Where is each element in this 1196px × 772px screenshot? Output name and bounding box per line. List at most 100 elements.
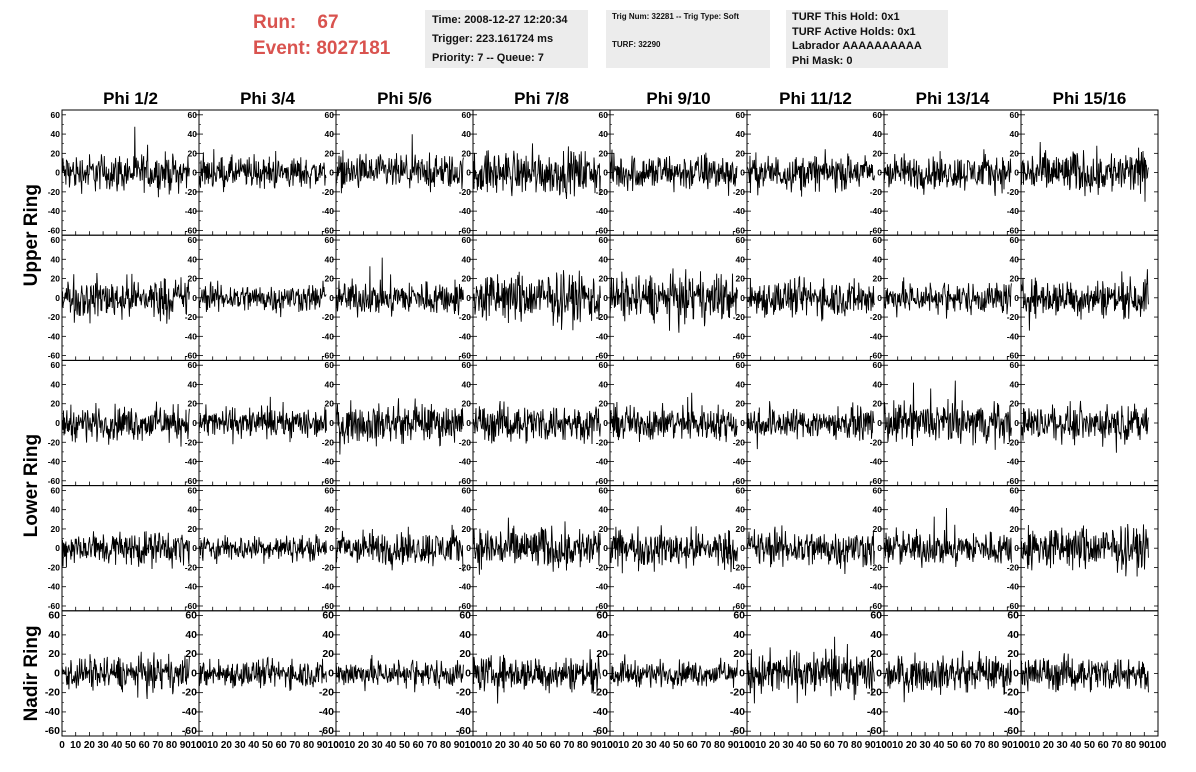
waveform-trace (61, 126, 190, 198)
x-tick-label: 20 (906, 740, 918, 751)
waveform-trace (335, 134, 464, 194)
y-tick-label: 20 (51, 399, 61, 409)
y-tick-label: -40 (870, 206, 883, 216)
y-tick-label: 40 (325, 129, 335, 139)
x-tick-label: 10 (1029, 740, 1041, 751)
x-tick-label: 50 (947, 740, 959, 751)
y-tick-label: -40 (596, 457, 609, 467)
y-tick-label: -20 (730, 687, 745, 699)
x-tick-label: 40 (796, 740, 808, 751)
y-tick-label: 20 (51, 148, 61, 158)
y-tick-label: 20 (188, 148, 198, 158)
y-tick-label: -60 (870, 601, 883, 611)
x-tick-label: 10 (618, 740, 630, 751)
y-tick-label: 40 (48, 629, 60, 641)
y-tick-label: 0 (192, 418, 197, 428)
y-tick-label: 0 (191, 667, 197, 679)
y-tick-label: -60 (185, 601, 198, 611)
waveform-trace (335, 398, 464, 455)
y-tick-label: 0 (1014, 543, 1019, 553)
x-tick-label: 100 (876, 740, 893, 751)
waveform-trace (472, 270, 601, 331)
labrador-text: Labrador AAAAAAAAAA (792, 40, 922, 52)
y-tick-label: -60 (322, 476, 335, 486)
x-tick-label: 70 (152, 740, 164, 751)
y-tick-label: -60 (322, 601, 335, 611)
y-tick-label: -60 (185, 476, 198, 486)
y-tick-label: 0 (192, 293, 197, 303)
y-tick-label: 0 (466, 418, 471, 428)
x-tick-label: 0 (607, 740, 613, 751)
x-tick-label: 100 (1150, 740, 1167, 751)
y-tick-label: 40 (736, 379, 746, 389)
x-tick-label: 100 (1013, 740, 1030, 751)
y-tick-label: 60 (188, 110, 198, 120)
y-tick-label: -40 (48, 206, 61, 216)
x-tick-label: 50 (1084, 740, 1096, 751)
time-info-box: Time: 2008-12-27 12:20:34 Trigger: 223.1… (425, 10, 588, 68)
y-tick-label: 0 (740, 543, 745, 553)
y-tick-label: -20 (733, 437, 746, 447)
y-tick-label: 0 (328, 667, 334, 679)
y-tick-label: 0 (55, 293, 60, 303)
x-tick-label: 100 (191, 740, 208, 751)
waveform-trace (472, 400, 601, 445)
y-tick-label: 60 (736, 110, 746, 120)
y-tick-label: 20 (322, 648, 334, 660)
y-tick-label: -20 (1007, 187, 1020, 197)
x-tick-label: 90 (1139, 740, 1151, 751)
y-tick-label: 60 (51, 360, 61, 370)
waveform-trace (61, 531, 190, 570)
y-tick-label: 20 (325, 148, 335, 158)
y-tick-label: 20 (188, 524, 198, 534)
y-tick-label: -60 (733, 351, 746, 361)
y-tick-label: -40 (870, 457, 883, 467)
x-tick-label: 30 (920, 740, 932, 751)
y-tick-label: 40 (873, 505, 883, 515)
y-tick-label: 20 (1010, 274, 1020, 284)
column-title: Phi 9/10 (646, 89, 710, 108)
y-tick-label: 60 (1010, 485, 1020, 495)
waveform-trace (883, 149, 1012, 196)
y-tick-label: 0 (876, 667, 882, 679)
y-tick-label: 20 (1010, 399, 1020, 409)
y-tick-label: 60 (325, 110, 335, 120)
x-tick-label: 100 (465, 740, 482, 751)
phi-mask-text: Phi Mask: 0 (792, 54, 853, 67)
y-tick-label: 40 (185, 629, 197, 641)
y-tick-label: -60 (593, 725, 608, 737)
x-tick-label: 70 (837, 740, 849, 751)
y-tick-label: -60 (733, 225, 746, 235)
y-tick-label: -40 (733, 457, 746, 467)
y-tick-label: 60 (736, 485, 746, 495)
y-tick-label: 0 (603, 168, 608, 178)
x-tick-label: 0 (881, 740, 887, 751)
y-tick-label: 60 (736, 360, 746, 370)
y-tick-label: -20 (596, 312, 609, 322)
y-tick-label: -20 (185, 187, 198, 197)
event-value: 8027181 (316, 38, 391, 59)
y-tick-label: 20 (599, 399, 609, 409)
x-tick-label: 30 (783, 740, 795, 751)
y-tick-label: 40 (188, 505, 198, 515)
y-tick-label: 40 (325, 254, 335, 264)
column-title: Phi 1/2 (103, 89, 158, 108)
waveform-trace (883, 380, 1012, 450)
x-tick-label: 80 (303, 740, 315, 751)
y-tick-label: 20 (596, 648, 608, 660)
y-tick-label: -20 (322, 312, 335, 322)
y-tick-label: 20 (462, 399, 472, 409)
y-tick-label: -20 (1007, 312, 1020, 322)
waveform-trace (1020, 523, 1149, 577)
trig-num-text: Trig Num: 32281 -- Trig Type: Soft (612, 12, 739, 21)
x-tick-label: 10 (207, 740, 219, 751)
y-tick-label: -20 (459, 187, 472, 197)
y-tick-label: 0 (55, 168, 60, 178)
y-tick-label: -60 (182, 725, 197, 737)
x-tick-label: 10 (481, 740, 493, 751)
x-tick-label: 60 (687, 740, 699, 751)
waveform-trace (198, 396, 327, 445)
y-tick-label: -40 (730, 706, 745, 718)
y-tick-label: 60 (873, 360, 883, 370)
